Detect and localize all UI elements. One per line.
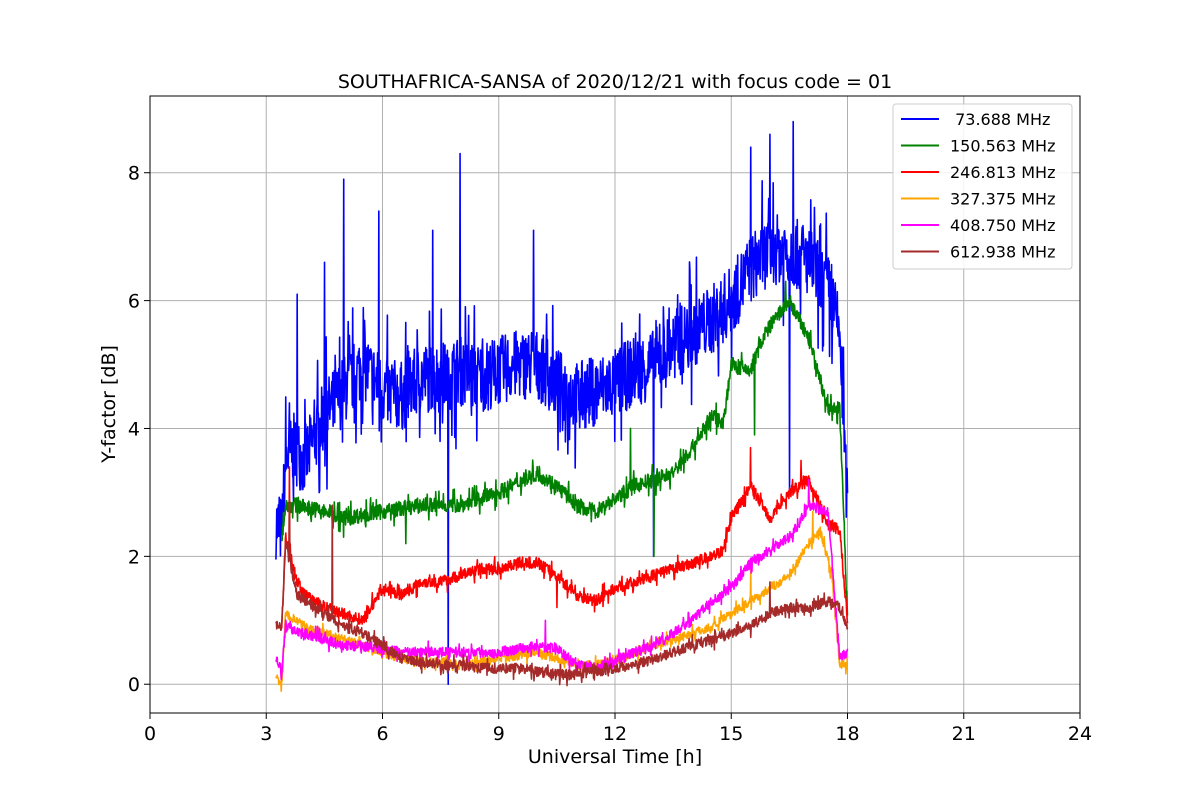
legend: 73.688 MHz 150.563 MHz 246.813 MHz 327.375 … bbox=[892, 103, 1073, 270]
y-tick-label: 6 bbox=[128, 291, 140, 313]
x-tick-label: 21 bbox=[952, 723, 976, 745]
y-tick-label: 8 bbox=[128, 163, 140, 185]
legend-label-408-750: 408.750 MHz bbox=[950, 216, 1055, 235]
series-line-408-750 bbox=[275, 478, 849, 681]
x-tick-label: 18 bbox=[835, 723, 859, 745]
series-line-73-688 bbox=[275, 120, 849, 686]
legend-label-73-688: 73.688 MHz bbox=[950, 110, 1050, 129]
plot-area bbox=[275, 120, 849, 693]
legend-label-246-813: 246.813 MHz bbox=[950, 163, 1055, 182]
legend-label-327-375: 327.375 MHz bbox=[950, 190, 1055, 209]
y-axis: 0 2 4 6 8 bbox=[128, 163, 150, 696]
y-tick-label: 0 bbox=[128, 674, 140, 696]
x-tick-label: 6 bbox=[376, 723, 388, 745]
series-line-327-375 bbox=[275, 510, 849, 693]
series-line-150-563 bbox=[280, 280, 849, 616]
y-tick-label: 4 bbox=[128, 418, 140, 440]
series-line-612-938 bbox=[275, 498, 849, 687]
x-tick-label: 12 bbox=[603, 723, 627, 745]
x-axis: 0 3 6 9 12 15 18 21 24 bbox=[144, 713, 1092, 745]
x-tick-label: 9 bbox=[493, 723, 505, 745]
x-tick-label: 24 bbox=[1068, 723, 1092, 745]
chart-title: SOUTHAFRICA-SANSA of 2020/12/21 with foc… bbox=[338, 71, 892, 93]
x-tick-label: 15 bbox=[719, 723, 743, 745]
x-tick-label: 0 bbox=[144, 723, 156, 745]
y-tick-label: 2 bbox=[128, 546, 140, 568]
legend-label-150-563: 150.563 MHz bbox=[950, 137, 1055, 156]
x-tick-label: 3 bbox=[260, 723, 272, 745]
legend-label-612-938: 612.938 MHz bbox=[950, 243, 1055, 262]
x-axis-title: Universal Time [h] bbox=[528, 746, 702, 768]
y-axis-title: Y-factor [dB] bbox=[98, 345, 120, 464]
series-line-246-813 bbox=[280, 446, 849, 629]
